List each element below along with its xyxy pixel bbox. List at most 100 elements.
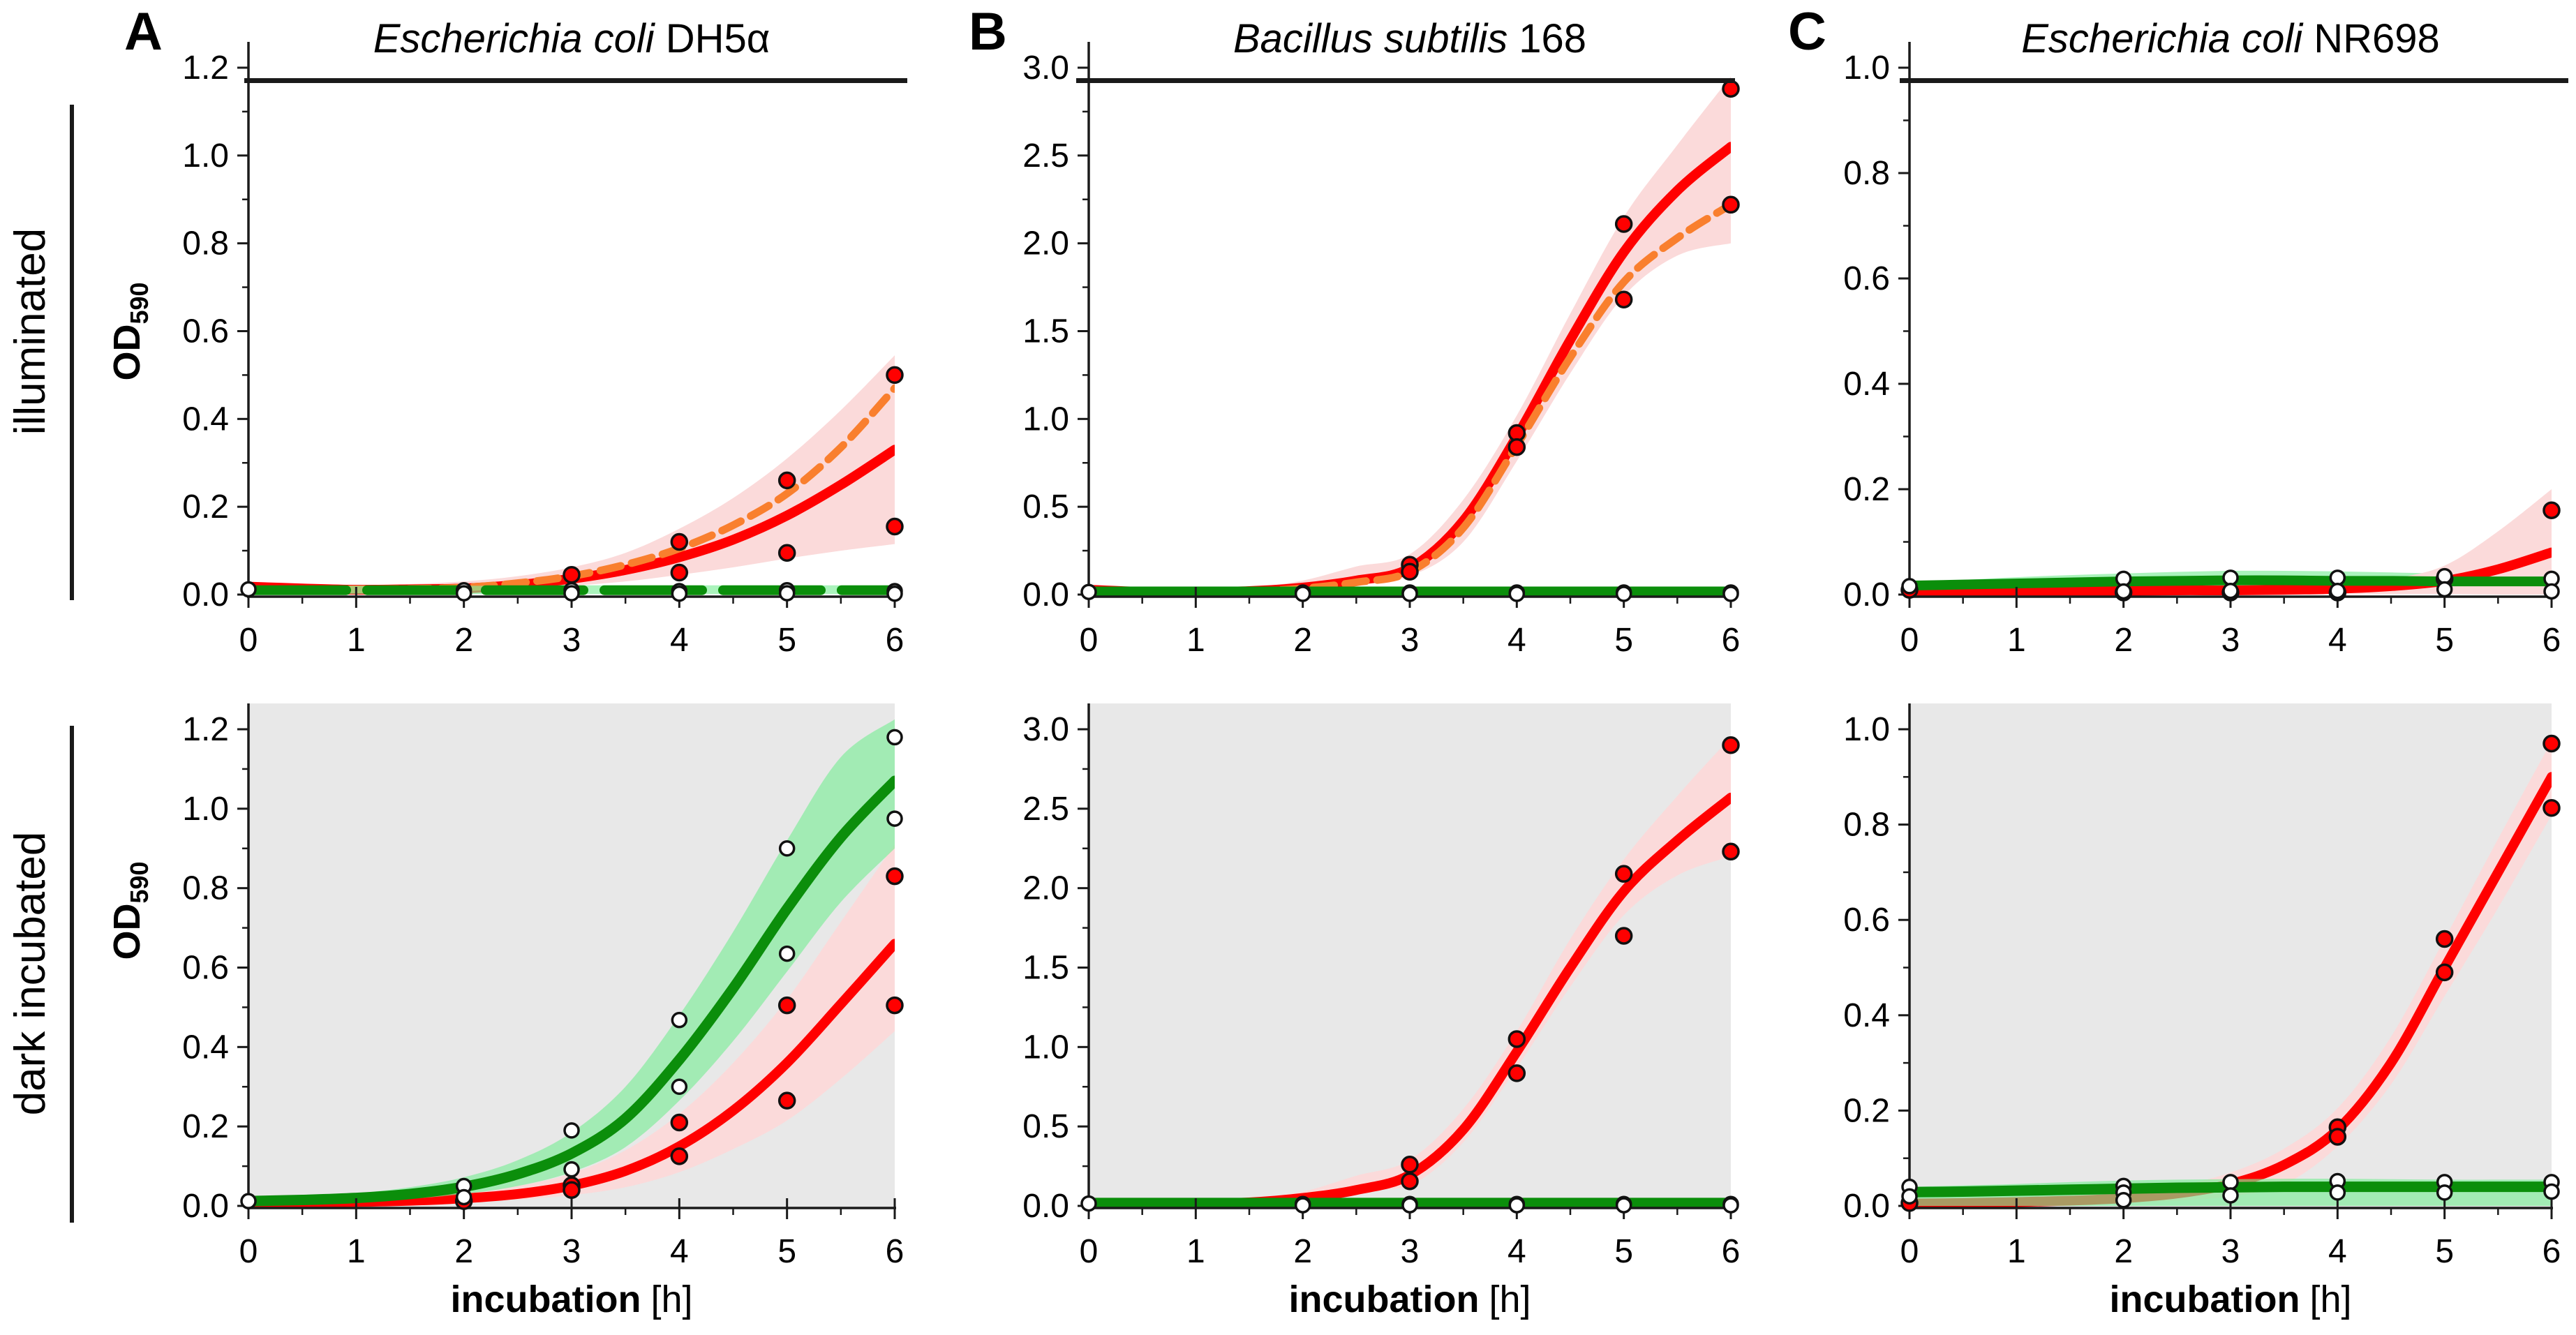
svg-text:5: 5 bbox=[2435, 622, 2454, 659]
svg-text:5: 5 bbox=[1614, 622, 1633, 659]
x-label-unit-c: [h] bbox=[2309, 1278, 2352, 1320]
svg-text:5: 5 bbox=[777, 1233, 796, 1270]
svg-text:1.5: 1.5 bbox=[1022, 950, 1069, 987]
svg-text:0.5: 0.5 bbox=[1022, 1108, 1069, 1145]
svg-text:1.2: 1.2 bbox=[182, 711, 229, 748]
svg-text:3: 3 bbox=[1401, 1233, 1420, 1270]
svg-text:1.0: 1.0 bbox=[182, 137, 229, 174]
svg-text:0.5: 0.5 bbox=[1022, 488, 1069, 525]
svg-text:0.2: 0.2 bbox=[1843, 471, 1890, 508]
od-label-sub-2: 590 bbox=[124, 861, 154, 904]
panel-title-c-strain: NR698 bbox=[2314, 16, 2440, 61]
svg-text:1.0: 1.0 bbox=[1843, 50, 1890, 87]
svg-text:0.8: 0.8 bbox=[182, 870, 229, 907]
row-bracket-dark-incubated bbox=[70, 726, 74, 1223]
x-label-bold-c: incubation bbox=[2109, 1278, 2300, 1320]
svg-text:0: 0 bbox=[239, 1233, 258, 1270]
panel-letter-b: B bbox=[969, 2, 1007, 61]
panel-letter-a: A bbox=[124, 2, 163, 61]
svg-text:0.8: 0.8 bbox=[1843, 155, 1890, 192]
svg-text:1.0: 1.0 bbox=[1022, 1029, 1069, 1066]
svg-text:1.0: 1.0 bbox=[182, 791, 229, 828]
svg-text:6: 6 bbox=[1722, 1233, 1741, 1270]
svg-text:1.5: 1.5 bbox=[1022, 313, 1069, 350]
svg-text:3: 3 bbox=[563, 1233, 581, 1270]
svg-text:0.0: 0.0 bbox=[1022, 1188, 1069, 1225]
od-label-main: OD bbox=[106, 324, 148, 381]
row-bracket-illuminated bbox=[70, 105, 74, 600]
x-label-unit-b: [h] bbox=[1489, 1278, 1531, 1320]
svg-text:3: 3 bbox=[2221, 622, 2240, 659]
svg-text:1: 1 bbox=[2007, 622, 2026, 659]
panel-title-a-species: Escherichia coli bbox=[373, 16, 655, 61]
svg-text:1: 1 bbox=[347, 1233, 366, 1270]
svg-text:2: 2 bbox=[1293, 1233, 1312, 1270]
svg-text:0.6: 0.6 bbox=[1843, 902, 1890, 939]
svg-text:2: 2 bbox=[2114, 1233, 2133, 1270]
svg-text:0.4: 0.4 bbox=[1843, 366, 1890, 403]
svg-text:1: 1 bbox=[347, 622, 366, 659]
svg-text:3: 3 bbox=[563, 622, 581, 659]
panel-title-c-species: Escherichia coli bbox=[2021, 16, 2303, 61]
panel-title-b-species: Bacillus subtilis bbox=[1233, 16, 1508, 61]
svg-text:2.5: 2.5 bbox=[1022, 791, 1069, 828]
svg-text:0.4: 0.4 bbox=[182, 401, 229, 438]
x-axis-label-c: incubation [h] bbox=[1909, 1274, 2552, 1325]
svg-text:0.6: 0.6 bbox=[182, 313, 229, 350]
svg-text:0.0: 0.0 bbox=[182, 1188, 229, 1225]
x-label-bold-b: incubation bbox=[1288, 1278, 1480, 1320]
svg-text:0: 0 bbox=[1900, 622, 1919, 659]
svg-text:0: 0 bbox=[1080, 1233, 1099, 1270]
od-label-sub: 590 bbox=[124, 282, 154, 325]
svg-text:0: 0 bbox=[239, 622, 258, 659]
panel-title-a-strain: DH5α bbox=[665, 16, 770, 61]
svg-text:2: 2 bbox=[1293, 622, 1312, 659]
svg-text:0.0: 0.0 bbox=[182, 576, 229, 613]
svg-text:4: 4 bbox=[670, 1233, 689, 1270]
svg-text:0.2: 0.2 bbox=[182, 488, 229, 525]
svg-text:4: 4 bbox=[1507, 622, 1526, 659]
panel-title-a: Escherichia coli DH5α bbox=[248, 10, 895, 68]
panel-title-c: Escherichia coli NR698 bbox=[1909, 10, 2552, 68]
svg-text:4: 4 bbox=[1507, 1233, 1526, 1270]
svg-text:6: 6 bbox=[886, 1233, 904, 1270]
svg-text:5: 5 bbox=[777, 622, 796, 659]
svg-text:6: 6 bbox=[2543, 622, 2561, 659]
row-label-dark-incubated: dark incubated bbox=[6, 831, 54, 1116]
svg-text:4: 4 bbox=[2328, 622, 2347, 659]
od-label-main-2: OD bbox=[106, 903, 148, 960]
svg-text:1.0: 1.0 bbox=[1022, 401, 1069, 438]
panel-title-b: Bacillus subtilis 168 bbox=[1089, 10, 1731, 68]
panel-title-c-underline bbox=[1900, 78, 2568, 83]
svg-text:3.0: 3.0 bbox=[1022, 711, 1069, 748]
svg-text:0.2: 0.2 bbox=[182, 1108, 229, 1145]
svg-text:0.6: 0.6 bbox=[182, 950, 229, 987]
svg-text:4: 4 bbox=[670, 622, 689, 659]
svg-text:0.8: 0.8 bbox=[1843, 807, 1890, 844]
svg-text:1: 1 bbox=[1186, 622, 1205, 659]
svg-text:0.8: 0.8 bbox=[182, 225, 229, 262]
svg-text:2: 2 bbox=[454, 622, 473, 659]
svg-text:0.6: 0.6 bbox=[1843, 260, 1890, 297]
svg-text:0: 0 bbox=[1080, 622, 1099, 659]
svg-text:3.0: 3.0 bbox=[1022, 50, 1069, 87]
svg-text:5: 5 bbox=[2435, 1233, 2454, 1270]
svg-text:0.0: 0.0 bbox=[1843, 1188, 1890, 1225]
panel-title-a-underline bbox=[244, 78, 907, 83]
svg-text:2.5: 2.5 bbox=[1022, 137, 1069, 174]
svg-text:2.0: 2.0 bbox=[1022, 870, 1069, 907]
svg-text:0: 0 bbox=[1900, 1233, 1919, 1270]
svg-text:0.4: 0.4 bbox=[182, 1029, 229, 1066]
svg-text:2: 2 bbox=[2114, 622, 2133, 659]
y-axis-label-bottom: OD590 bbox=[106, 806, 154, 1015]
svg-text:0.2: 0.2 bbox=[1843, 1092, 1890, 1129]
svg-text:0.4: 0.4 bbox=[1843, 997, 1890, 1034]
x-axis-label-a: incubation [h] bbox=[248, 1274, 895, 1325]
panel-letter-c: C bbox=[1788, 2, 1826, 61]
svg-text:1.2: 1.2 bbox=[182, 50, 229, 87]
svg-text:1.0: 1.0 bbox=[1843, 711, 1890, 748]
svg-text:0.0: 0.0 bbox=[1022, 576, 1069, 613]
panel-title-b-strain: 168 bbox=[1519, 16, 1587, 61]
